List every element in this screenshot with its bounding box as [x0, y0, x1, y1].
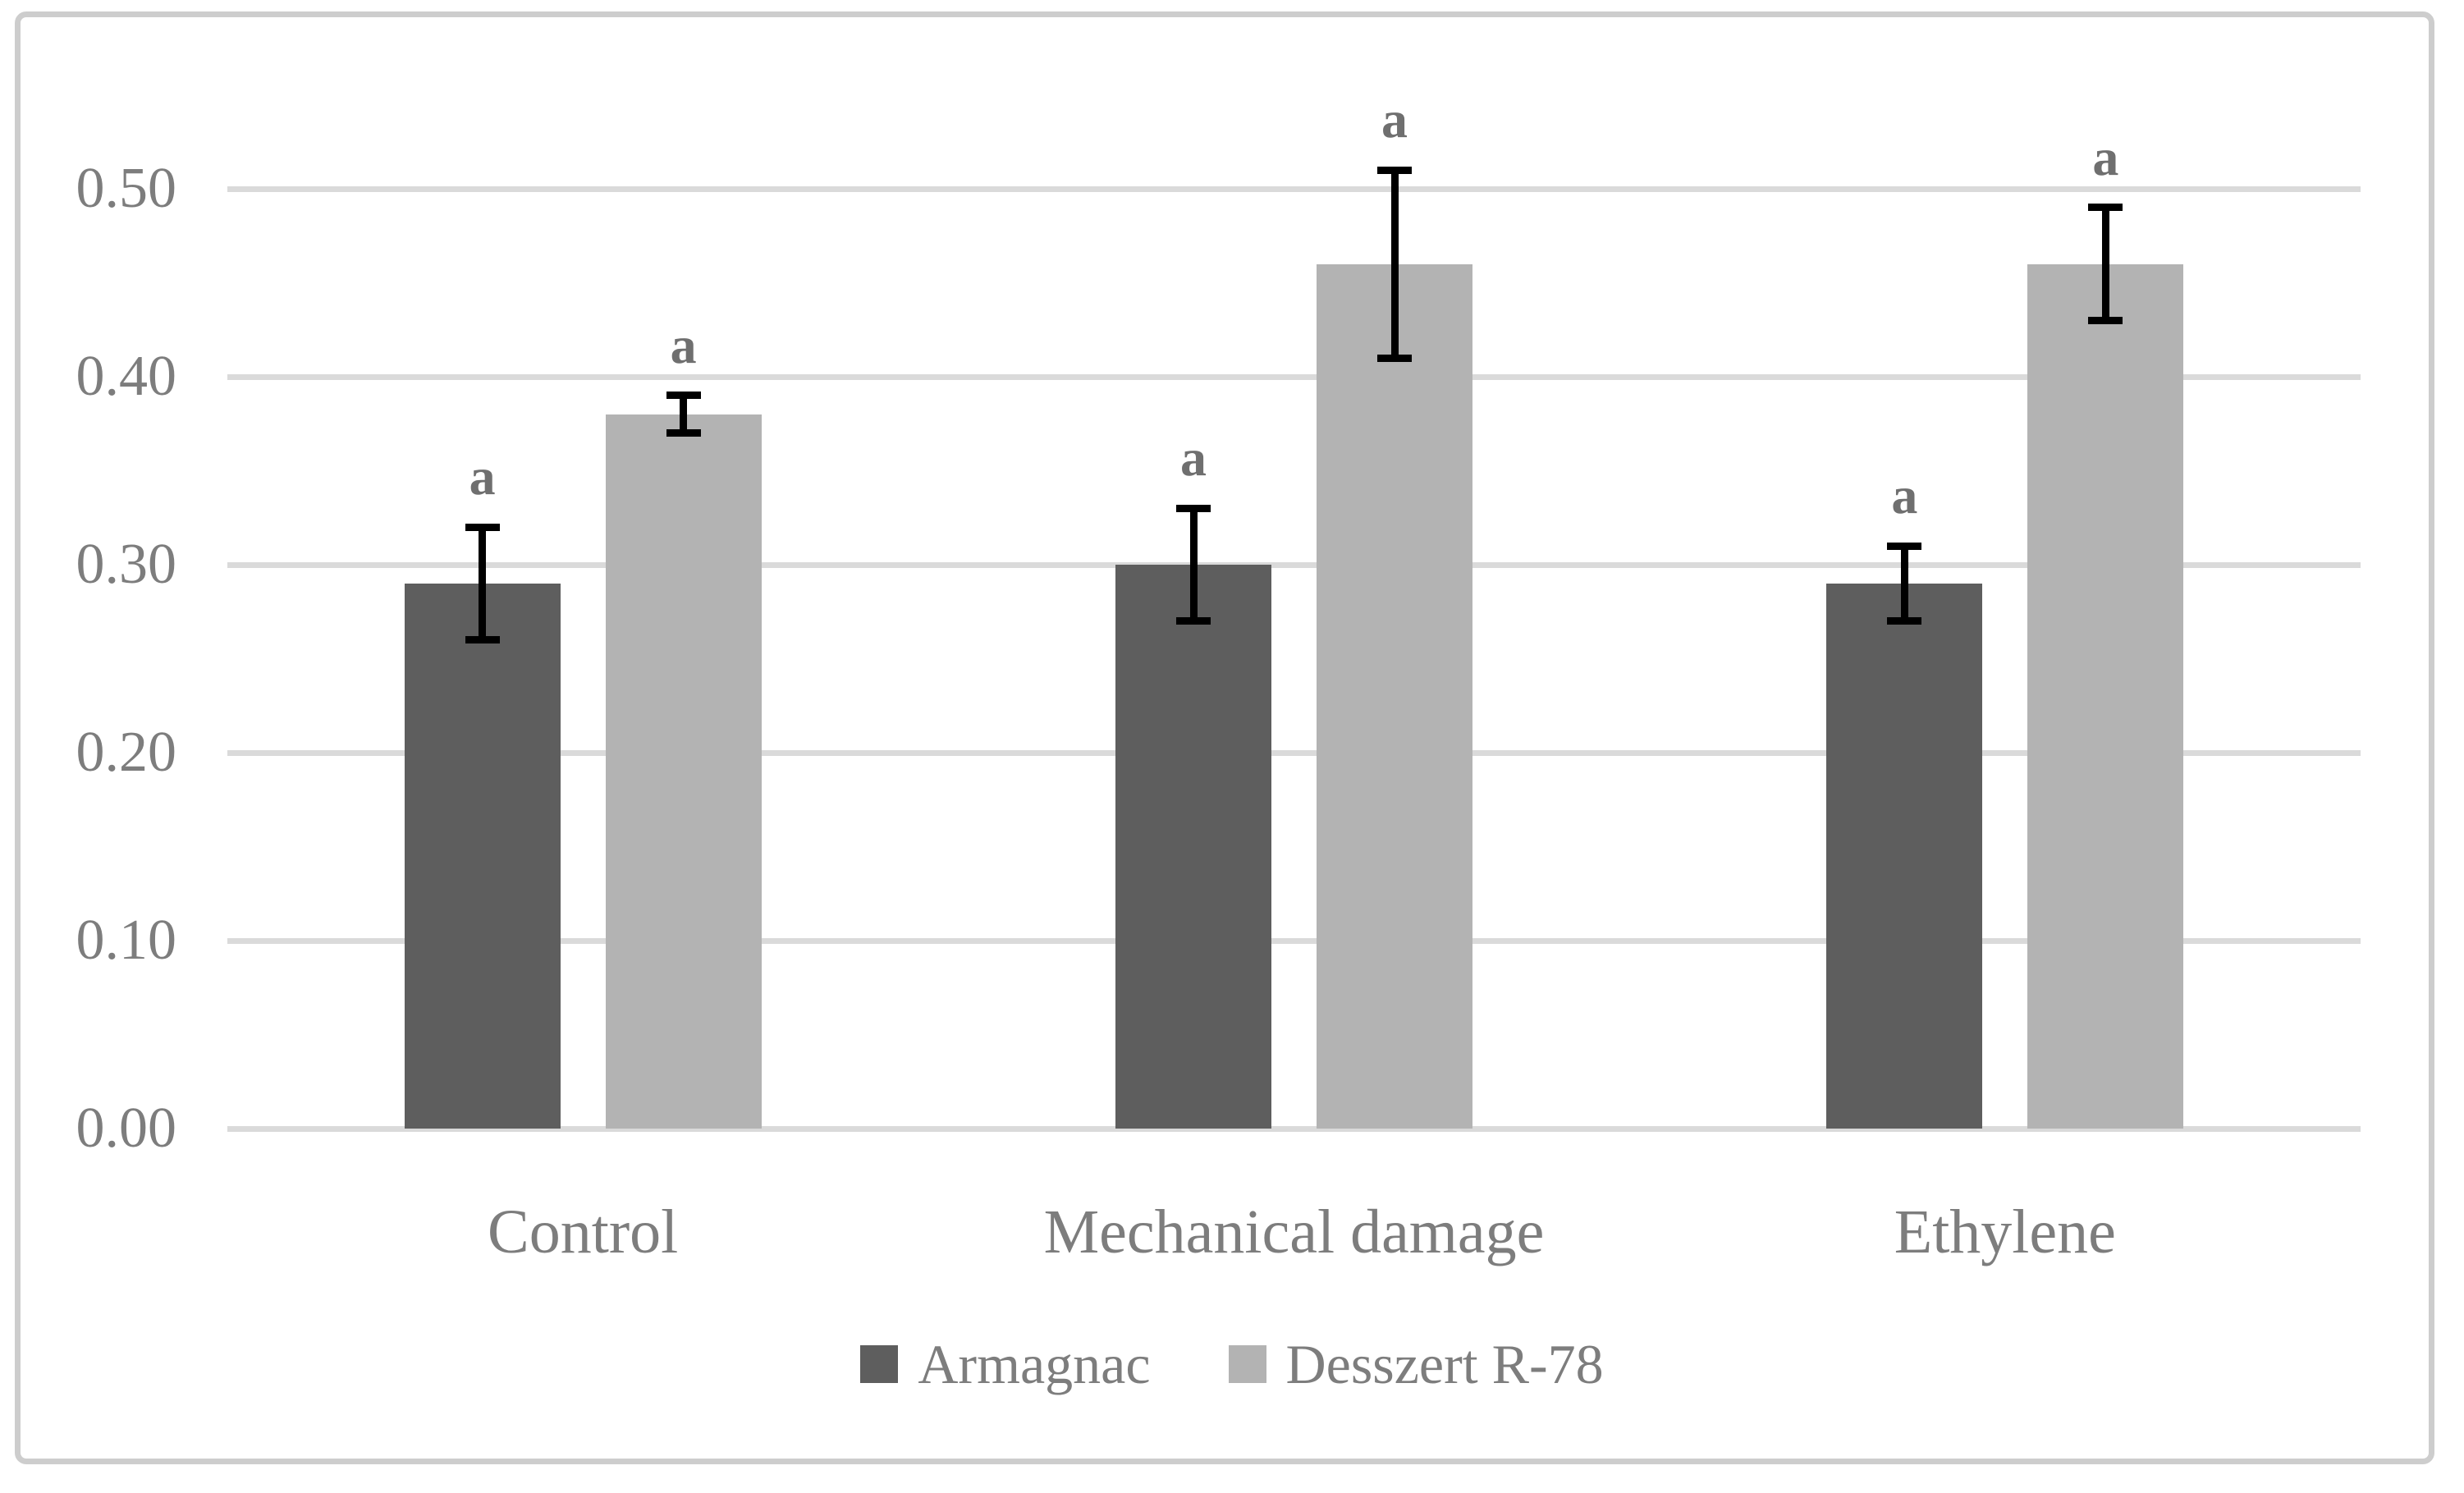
error-bar-cap-bottom: [2088, 316, 2123, 324]
error-bar-cap-top: [465, 523, 500, 531]
y-axis-tick-label: 0.20: [76, 720, 177, 784]
gridline: [227, 937, 2361, 944]
bar-armagnac-1: [1115, 565, 1271, 1129]
chart-outer-border: [15, 11, 2434, 1464]
error-bar-cap-top: [1377, 166, 1412, 174]
error-bar-line: [680, 395, 688, 433]
y-axis-tick-label: 0.00: [76, 1096, 177, 1160]
error-bar-cap-top: [1176, 504, 1211, 512]
error-bar-cap-bottom: [1377, 354, 1412, 362]
gridline: [227, 373, 2361, 380]
y-axis-tick-label: 0.50: [76, 156, 177, 220]
error-bar-cap-top: [2088, 204, 2123, 212]
y-axis-tick-label: 0.40: [76, 344, 177, 408]
bar-armagnac-2: [1826, 583, 1983, 1129]
significance-label: a: [1180, 428, 1207, 488]
bar-armagnac-0: [404, 583, 561, 1129]
bar-desszert-r-78-1: [1317, 263, 1472, 1129]
error-bar-line: [1189, 508, 1198, 621]
legend-label: Desszert R-78: [1285, 1332, 1604, 1395]
gridline: [227, 749, 2361, 756]
significance-label: a: [670, 315, 697, 374]
error-bar-cap-bottom: [1176, 617, 1211, 625]
legend-label: Armagnac: [918, 1332, 1151, 1395]
gridline: [227, 1125, 2361, 1132]
error-bar-cap-top: [666, 392, 701, 400]
error-bar-cap-top: [1887, 542, 1922, 550]
significance-label: a: [469, 447, 496, 506]
error-bar-line: [1390, 170, 1399, 359]
y-axis-tick-label: 0.10: [76, 908, 177, 972]
bar-desszert-r-78-0: [605, 414, 762, 1129]
gridline: [227, 561, 2361, 568]
legend-item-desszert-r-78: Desszert R-78: [1228, 1332, 1604, 1395]
significance-label: a: [2092, 127, 2119, 186]
legend: Armagnac Desszert R-78: [0, 1331, 2464, 1397]
error-bar-cap-bottom: [465, 636, 500, 644]
error-bar-cap-bottom: [1887, 617, 1922, 625]
category-label: Control: [488, 1198, 679, 1266]
category-label: Ethylene: [1894, 1198, 2116, 1266]
category-label: Mechanical damage: [1043, 1198, 1545, 1266]
error-bar-line: [2101, 207, 2109, 321]
error-bar-line: [479, 527, 487, 640]
legend-swatch: [1228, 1344, 1266, 1383]
legend-item-armagnac: Armagnac: [860, 1332, 1151, 1395]
y-axis-tick-label: 0.30: [76, 532, 177, 596]
legend-swatch: [860, 1344, 899, 1383]
gridline: [227, 185, 2361, 192]
bar-desszert-r-78-2: [2027, 263, 2184, 1129]
error-bar-line: [1900, 546, 1908, 621]
significance-label: a: [1891, 466, 1918, 525]
significance-label: a: [1381, 90, 1408, 149]
error-bar-cap-bottom: [666, 429, 701, 437]
